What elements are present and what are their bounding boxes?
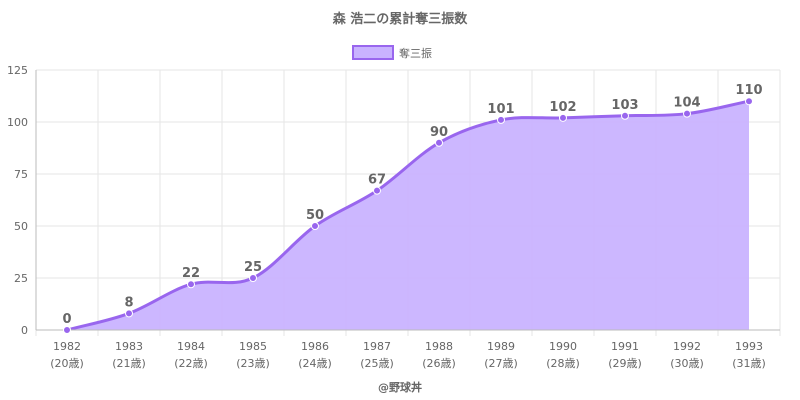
y-tick-label: 0 [21,324,28,337]
x-tick-label: 1987 [363,340,391,353]
data-label: 110 [735,83,762,98]
data-label: 90 [430,125,448,140]
x-tick-age-label: (23歳) [236,357,270,370]
data-point [497,115,505,124]
x-tick-label: 1986 [301,340,329,353]
y-tick-label: 50 [14,220,28,233]
x-tick-label: 1991 [611,340,639,353]
x-tick-age-label: (26歳) [422,357,456,370]
legend[interactable]: 奪三振 [352,45,432,60]
area-fill [67,101,749,330]
data-point [63,326,71,334]
x-tick-label: 1990 [549,340,577,353]
x-tick-label: 1989 [487,340,515,353]
x-tick-label: 1988 [425,340,453,353]
legend-label: 奪三振 [399,46,432,60]
data-point [373,186,381,195]
x-tick-label: 1983 [115,340,143,353]
data-label: 103 [611,98,638,113]
data-label: 101 [487,102,514,117]
legend-swatch [352,45,394,60]
data-label: 102 [549,100,576,115]
data-point [249,274,257,282]
data-label: 0 [62,312,71,327]
data-points [63,97,753,334]
data-label: 104 [673,96,700,111]
data-point [559,113,567,122]
data-point [187,280,195,289]
credit-text: @野球丼 [378,380,422,394]
x-tick-age-label: (31歳) [732,357,766,370]
chart-title: 森 浩二の累計奪三振数 [333,11,469,27]
y-tick-label: 25 [14,272,28,285]
x-tick-age-label: (29歳) [608,357,642,370]
axes: 0 25 50 75 100 125 1982 (20歳) 1983 (21歳) 1984 (22歳)… [7,64,780,370]
data-label: 67 [368,173,386,188]
x-tick-age-label: (30歳) [670,357,704,370]
data-point [745,97,753,106]
x-tick-label: 1992 [673,340,701,353]
data-point [621,111,629,120]
x-tick-label: 1982 [53,340,81,353]
data-point [125,309,133,318]
data-label: 8 [124,295,133,310]
data-label: 22 [182,266,200,281]
x-tick-age-label: (24歳) [298,357,332,370]
x-tick-label: 1985 [239,340,267,353]
y-tick-label: 75 [14,168,28,181]
x-tick-age-label: (28歳) [546,357,580,370]
y-tick-label: 125 [7,64,28,77]
data-point [683,109,691,118]
x-tick-age-label: (21歳) [112,357,146,370]
x-tick-age-label: (22歳) [174,357,208,370]
data-point [435,138,443,147]
x-tick-label: 1984 [177,340,205,353]
x-tick-age-label: (27歳) [484,357,518,370]
data-label: 50 [306,208,324,223]
x-tick-age-label: (25歳) [360,357,394,370]
data-point [311,222,319,230]
y-tick-label: 100 [7,116,28,129]
x-tick-label: 1993 [735,340,763,353]
data-labels: 0 8 22 25 50 67 90 101 102 103 104 110 [62,83,762,327]
x-tick-age-label: (20歳) [50,357,84,370]
data-label: 25 [244,260,262,275]
